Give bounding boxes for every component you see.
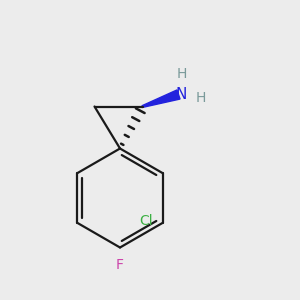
Text: F: F — [116, 258, 124, 272]
Text: H: H — [196, 92, 206, 105]
Text: Cl: Cl — [140, 214, 153, 228]
Polygon shape — [142, 90, 180, 107]
Text: N: N — [176, 87, 187, 102]
Text: H: H — [176, 67, 187, 80]
